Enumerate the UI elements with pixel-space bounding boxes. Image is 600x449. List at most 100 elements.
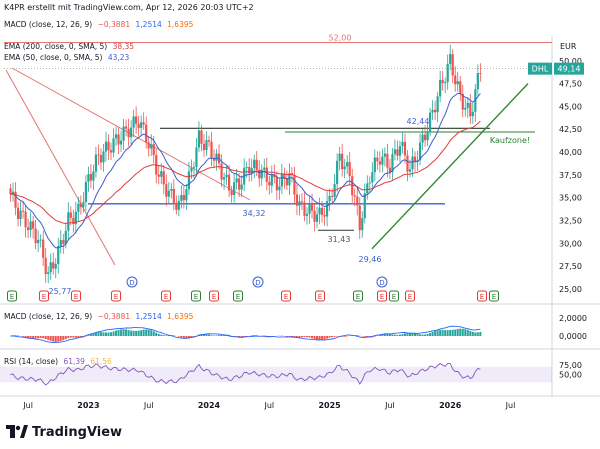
event-marker-label: E (74, 293, 78, 301)
price-tick: 30,00 (559, 239, 582, 248)
event-marker-label: E (236, 293, 240, 301)
tradingview-logo[interactable]: TradingView (6, 422, 122, 442)
earnings-marker (209, 290, 219, 302)
macd-histogram-bar (104, 332, 107, 336)
candle-body (205, 140, 208, 151)
candle-body (185, 189, 188, 201)
candle-body (363, 193, 366, 219)
candle-body (413, 156, 417, 162)
candle-body (182, 195, 185, 201)
earnings-marker (477, 290, 487, 302)
candle-body (127, 128, 130, 138)
last-price-label: 49,14 (558, 65, 581, 74)
macd-histogram-bar (255, 335, 258, 336)
macd-histogram-bar (172, 335, 175, 336)
candle-body (341, 153, 344, 170)
legend-ema200[interactable]: EMA (200, close, 0, SMA, 5) 38,35 (4, 42, 134, 52)
candle-body (461, 93, 464, 110)
candle-body (423, 134, 427, 141)
macd-histogram-bar (135, 330, 138, 336)
candle-body (313, 210, 316, 222)
price-chart[interactable]: E E EDE E E EDE E E E EDE E E E 52,0042,4434,3231,43… (0, 0, 600, 420)
legend-ema50[interactable]: EMA (50, close, 0, SMA, 5) 43,23 (4, 53, 129, 63)
candle-body (479, 73, 482, 74)
macd-histogram-bar (363, 336, 366, 337)
candle-body (225, 174, 228, 178)
macd-histogram-bar (333, 336, 336, 337)
candle-body (228, 174, 231, 191)
candle-body (449, 54, 452, 64)
macd-histogram-bar (311, 336, 314, 339)
candle-body (373, 157, 376, 173)
candle-body (444, 82, 447, 84)
earnings-marker (281, 290, 291, 302)
candle-body (54, 264, 57, 269)
macd-histogram-bar (27, 336, 30, 339)
candle-body (353, 195, 356, 197)
candle-body (212, 158, 216, 161)
macd-histogram-bar (393, 334, 396, 336)
candle-body (285, 178, 288, 186)
legend-macd-pane-hist: −0,3881 (97, 312, 131, 321)
candle-body (140, 122, 143, 128)
macd-histogram-bar (147, 329, 150, 336)
event-marker-label: E (42, 293, 46, 301)
candle-body (298, 201, 301, 206)
legend-ema50-value: 43,23 (107, 53, 130, 62)
macd-histogram-bar (162, 335, 165, 336)
candle-body (180, 195, 183, 201)
macd-histogram-bar (64, 336, 67, 340)
macd-histogram-bar (451, 329, 454, 336)
level-label-4244: 42,44 (407, 117, 430, 126)
macd-histogram-bar (182, 336, 185, 339)
macd-histogram-bar (434, 331, 437, 336)
event-marker-label: E (164, 293, 168, 301)
ema50-line (10, 93, 481, 249)
macd-histogram-bar (300, 336, 303, 338)
macd-histogram-bar (132, 330, 135, 336)
candle-body (162, 171, 165, 185)
candle-body (258, 169, 261, 179)
candle-body (439, 80, 442, 97)
candle-body (124, 126, 128, 129)
candle-body (11, 191, 15, 195)
time-tick: 2023 (77, 401, 99, 410)
candle-body (147, 142, 150, 149)
candle-body (351, 176, 354, 196)
macd-histogram-bar (187, 336, 190, 339)
macd-histogram-bar (54, 336, 57, 342)
macd-histogram-bar (303, 336, 306, 338)
candle-body (202, 143, 206, 151)
candle-body (358, 205, 361, 231)
candle-body (37, 239, 40, 244)
candle-body (381, 156, 384, 165)
macd-histogram-bar (137, 330, 140, 336)
candle-body (84, 181, 87, 203)
candle-body (230, 190, 233, 196)
macd-histogram-bar (115, 330, 118, 336)
price-tick: 50,00 (559, 57, 582, 66)
macd-histogram-bar (464, 329, 467, 336)
candle-body (371, 172, 374, 183)
candle-body (160, 171, 163, 177)
macd-histogram-bar (313, 336, 316, 340)
macd-histogram-bar (215, 335, 218, 336)
candle-body (328, 195, 331, 202)
macd-histogram-bar (424, 334, 427, 336)
candle-body (72, 217, 75, 225)
candle-body (170, 188, 173, 191)
candle-body (235, 178, 238, 183)
candle-body (14, 191, 17, 208)
price-tick: 37,50 (559, 171, 582, 180)
candle-body (255, 159, 258, 170)
tradingview-logo-icon (6, 425, 28, 438)
candle-body (177, 200, 180, 210)
macd-histogram-bar (218, 335, 221, 336)
candle-body (142, 122, 145, 125)
candle-body (331, 195, 334, 197)
low-label-3143: 31,43 (328, 235, 351, 244)
dividend-marker (252, 276, 264, 288)
candle-body (29, 221, 32, 231)
candle-body (456, 81, 459, 85)
candle-body (278, 186, 281, 191)
